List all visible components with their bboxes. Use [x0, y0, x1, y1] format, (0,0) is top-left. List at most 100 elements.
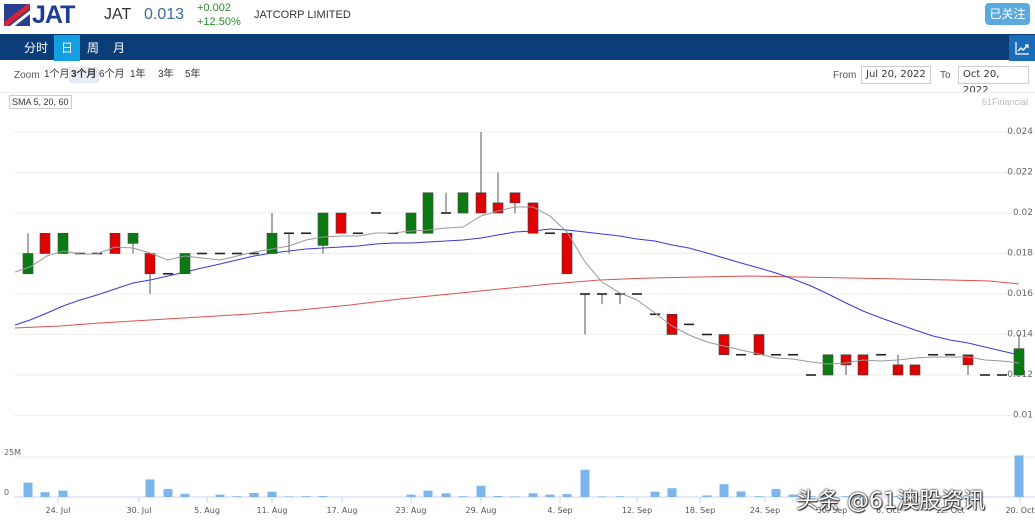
- from-date-input[interactable]: Jul 20, 2022: [861, 66, 931, 84]
- candle[interactable]: [179, 253, 191, 275]
- y-tick-label: 0.014: [1007, 330, 1033, 340]
- candle[interactable]: [405, 212, 417, 234]
- volume-bar: [650, 491, 660, 497]
- volume-bar: [719, 484, 729, 497]
- zoom-5y-button[interactable]: 5年: [185, 69, 201, 80]
- volume-tick-label: 0: [4, 488, 9, 497]
- zoom-3m-button[interactable]: 3个月: [69, 67, 99, 83]
- x-tick-label: 29. Aug: [466, 506, 497, 515]
- volume-bar: [702, 495, 712, 497]
- x-tick-label: 6. Oct: [876, 506, 900, 515]
- follow-button[interactable]: 已关注: [985, 3, 1030, 25]
- volume-bar: [249, 493, 259, 497]
- x-tick-label: 24. Sep: [750, 506, 780, 515]
- candle[interactable]: [909, 364, 921, 376]
- header: JAT JAT 0.013 +0.002 +12.50% JATCORP LIM…: [0, 0, 1035, 30]
- volume-bar: [476, 485, 486, 497]
- zoom-3y-button[interactable]: 3年: [158, 69, 174, 80]
- volume-bar: [562, 494, 572, 497]
- x-tick-label: 30. Sep: [817, 506, 847, 515]
- volume-bar: [441, 493, 451, 497]
- candle[interactable]: [422, 192, 434, 234]
- candle[interactable]: [753, 334, 765, 356]
- candle[interactable]: [144, 253, 156, 295]
- company-logo: JAT: [4, 1, 86, 29]
- volume-bar: [545, 494, 555, 497]
- candle[interactable]: [580, 293, 590, 335]
- volume-bar: [910, 496, 920, 497]
- candle[interactable]: [597, 293, 607, 305]
- company-name: JATCORP LIMITED: [254, 9, 351, 21]
- candle[interactable]: [857, 354, 869, 376]
- logo-mark-icon: [4, 4, 30, 26]
- sma20-line: [14, 228, 1020, 356]
- candle[interactable]: [127, 232, 139, 254]
- tab-intraday[interactable]: 分时: [23, 41, 48, 55]
- volume-bar: [597, 496, 607, 497]
- x-tick-label: 30. Jul: [127, 506, 152, 515]
- candle[interactable]: [718, 334, 730, 356]
- tab-monthly[interactable]: 月: [112, 41, 125, 55]
- volume-bar: [406, 494, 416, 497]
- zoom-1y-button[interactable]: 1年: [130, 69, 146, 80]
- x-tick-label: 11. Aug: [257, 506, 288, 515]
- candle[interactable]: [457, 192, 469, 214]
- sma5-line: [14, 206, 1020, 365]
- change-percent: +12.50%: [197, 16, 241, 28]
- candle[interactable]: [22, 233, 34, 275]
- volume-bar: [180, 493, 190, 497]
- candle[interactable]: [962, 354, 974, 375]
- volume-bar: [40, 492, 50, 497]
- volume-bar: [493, 496, 503, 497]
- volume-bar: [841, 496, 851, 497]
- volume-bar: [510, 496, 520, 497]
- to-date-input[interactable]: Oct 20, 2022: [958, 66, 1029, 96]
- last-price: 0.013: [144, 6, 185, 23]
- zoom-6m-button[interactable]: 6个月: [99, 69, 125, 80]
- volume-bar: [893, 496, 903, 497]
- volume-bar: [528, 493, 538, 497]
- volume-bar: [232, 496, 242, 497]
- candle[interactable]: [317, 212, 329, 254]
- candle[interactable]: [1013, 334, 1025, 376]
- volume-tick-label: 25M: [4, 448, 21, 457]
- x-tick-label: 23. Aug: [396, 506, 427, 515]
- candle[interactable]: [527, 202, 539, 234]
- zoom-label: Zoom: [14, 70, 40, 81]
- candle[interactable]: [492, 172, 504, 214]
- candle[interactable]: [109, 232, 121, 254]
- candle[interactable]: [335, 212, 347, 234]
- candle[interactable]: [822, 354, 834, 376]
- x-tick-label: 24. Jul: [46, 506, 71, 515]
- zoom-1m-button[interactable]: 1个月: [44, 69, 70, 80]
- tab-daily[interactable]: 日: [54, 35, 80, 61]
- candle[interactable]: [666, 313, 678, 335]
- candle[interactable]: [284, 232, 294, 254]
- volume-bar: [858, 496, 868, 497]
- candle[interactable]: [266, 213, 278, 254]
- volume-bar: [615, 496, 625, 497]
- volume-bar: [667, 488, 677, 497]
- candle[interactable]: [57, 232, 69, 254]
- candle[interactable]: [840, 354, 852, 375]
- volume-bar: [145, 479, 155, 497]
- candle[interactable]: [892, 354, 904, 376]
- sma60-line: [14, 275, 1020, 329]
- trend-chart-icon: [1015, 42, 1029, 55]
- candle[interactable]: [561, 232, 573, 275]
- candle[interactable]: [441, 192, 451, 214]
- tab-weekly[interactable]: 周: [86, 41, 99, 55]
- x-tick-label: 17. Aug: [327, 506, 358, 515]
- volume-bar: [301, 496, 311, 497]
- range-toolbar: Zoom 1个月 3个月 6个月 1年 3年 5年 From Jul 20, 2…: [0, 60, 1035, 96]
- candle[interactable]: [475, 132, 487, 214]
- sma-legend[interactable]: SMA 5, 20, 60: [9, 95, 72, 109]
- chart-type-button[interactable]: [1009, 35, 1035, 61]
- candle[interactable]: [39, 232, 51, 254]
- price-change: +0.002 +12.50%: [197, 1, 241, 29]
- volume-bar: [736, 491, 746, 497]
- candle[interactable]: [509, 192, 521, 213]
- candle[interactable]: [615, 293, 625, 305]
- x-tick-label: 20. Oct: [1005, 506, 1034, 515]
